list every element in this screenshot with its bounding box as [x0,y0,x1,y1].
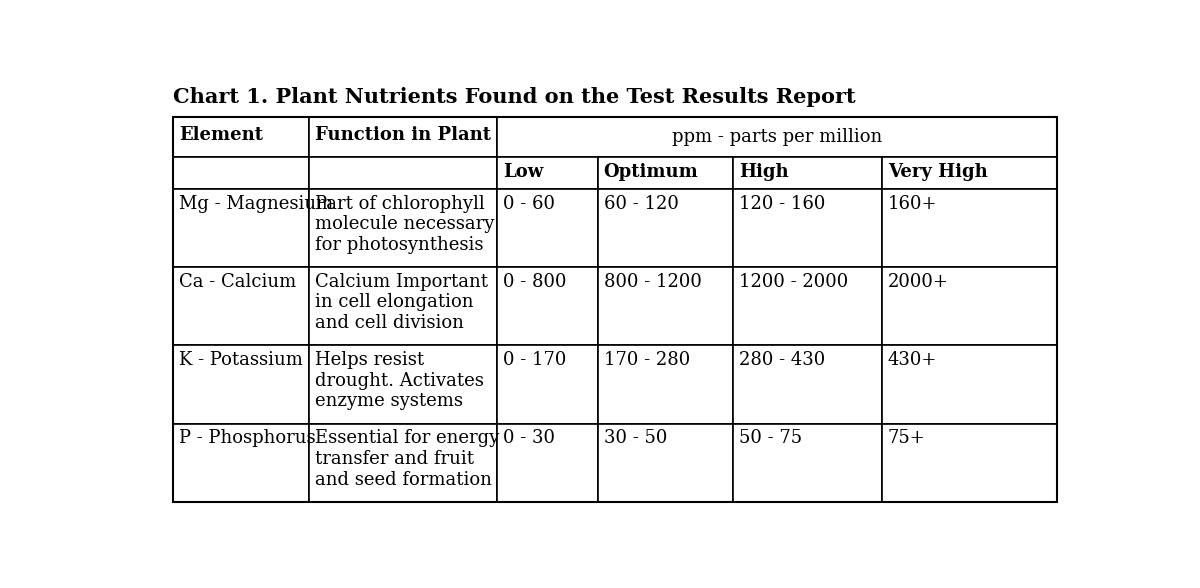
Bar [308,268,497,345]
Text: 800 - 1200: 800 - 1200 [604,273,702,290]
Bar [497,423,598,502]
Bar [598,189,733,268]
Bar [733,268,882,345]
Text: 170 - 280: 170 - 280 [604,351,690,369]
Bar [497,117,1057,157]
Bar [173,189,308,268]
Text: Essential for energy
transfer and fruit
and seed formation: Essential for energy transfer and fruit … [316,429,499,489]
Bar [173,345,308,423]
Bar [497,268,598,345]
Text: Element: Element [180,126,264,145]
Bar [308,423,497,502]
Text: 75+: 75+ [888,429,925,447]
Text: 0 - 800: 0 - 800 [503,273,566,290]
Text: 0 - 60: 0 - 60 [503,195,556,212]
Bar [882,157,1057,189]
Text: 160+: 160+ [888,195,937,212]
Bar [173,423,308,502]
Bar [733,157,882,189]
Bar [497,345,598,423]
Bar [497,189,598,268]
Bar [598,268,733,345]
Bar [733,423,882,502]
Text: 120 - 160: 120 - 160 [739,195,826,212]
Bar [733,345,882,423]
Bar [598,157,733,189]
Bar [173,268,308,345]
Text: ppm - parts per million: ppm - parts per million [672,128,882,146]
Text: P - Phosphorus: P - Phosphorus [180,429,316,447]
Text: Chart 1. Plant Nutrients Found on the Test Results Report: Chart 1. Plant Nutrients Found on the Te… [173,88,856,108]
Bar [173,117,308,157]
Bar [882,189,1057,268]
Bar [173,117,1057,502]
Text: Calcium Important
in cell elongation
and cell division: Calcium Important in cell elongation and… [316,273,488,332]
Text: 50 - 75: 50 - 75 [739,429,803,447]
Text: 2000+: 2000+ [888,273,949,290]
Bar [733,189,882,268]
Text: Ca - Calcium: Ca - Calcium [180,273,296,290]
Text: 430+: 430+ [888,351,937,369]
Bar [308,345,497,423]
Bar [598,423,733,502]
Bar [882,268,1057,345]
Bar [173,157,308,189]
Bar [598,345,733,423]
Text: Very High: Very High [888,163,988,181]
Text: 1200 - 2000: 1200 - 2000 [739,273,848,290]
Text: 280 - 430: 280 - 430 [739,351,826,369]
Bar [497,157,598,189]
Text: 60 - 120: 60 - 120 [604,195,678,212]
Text: Mg - Magnesium: Mg - Magnesium [180,195,334,212]
Bar [308,189,497,268]
Text: Optimum: Optimum [604,163,698,181]
Text: Low: Low [503,163,544,181]
Bar [308,157,497,189]
Text: High: High [739,163,788,181]
Bar [882,423,1057,502]
Bar [308,117,497,157]
Text: Helps resist
drought. Activates
enzyme systems: Helps resist drought. Activates enzyme s… [316,351,484,410]
Text: 0 - 170: 0 - 170 [503,351,566,369]
Text: 30 - 50: 30 - 50 [604,429,667,447]
Text: K - Potassium: K - Potassium [180,351,304,369]
Text: 0 - 30: 0 - 30 [503,429,556,447]
Text: Part of chlorophyll
molecule necessary
for photosynthesis: Part of chlorophyll molecule necessary f… [316,195,494,254]
Text: Function in Plant: Function in Plant [316,126,491,145]
Bar [882,345,1057,423]
